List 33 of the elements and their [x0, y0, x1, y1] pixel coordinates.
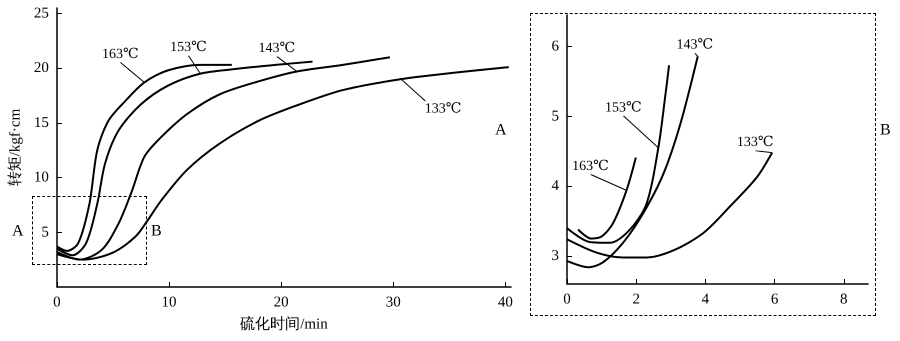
x-tick-label: 10 — [162, 294, 177, 310]
series-label: 153℃ — [605, 100, 642, 116]
y-tick-label: 20 — [34, 60, 49, 76]
series-label: 133℃ — [736, 135, 774, 150]
y-tick-label: 15 — [34, 114, 49, 131]
x-tick-label: 0 — [53, 294, 61, 310]
annotation: A — [495, 122, 507, 138]
y-tick-label: 10 — [34, 170, 49, 186]
text: A — [12, 222, 24, 240]
y-tick-label: 6 — [552, 38, 560, 54]
annotation: B — [151, 222, 162, 240]
x-tick-label: 20 — [274, 294, 289, 310]
x-axis-title: 硫化时间/min — [240, 316, 328, 332]
series-label: 143℃ — [258, 40, 296, 56]
y-tick-label: 5 — [41, 224, 49, 240]
y-tick-label: 4 — [552, 178, 560, 194]
y-tick-label: 25 — [34, 5, 49, 22]
x-tick-label: 4 — [702, 292, 710, 308]
series-label: 163℃ — [572, 158, 609, 174]
x-tick-label: 2 — [632, 292, 640, 308]
x-tick-label: 8 — [840, 292, 848, 308]
x-tick-label: 30 — [386, 294, 401, 310]
y-axis-title: 转矩/kgf·cm — [6, 108, 24, 186]
x-tick-label: 6 — [770, 292, 779, 308]
series-label: 163℃ — [102, 46, 139, 62]
series-label: 133℃ — [424, 102, 462, 117]
series-label: 153℃ — [170, 40, 207, 56]
y-tick-label: 5 — [552, 108, 559, 124]
x-tick-label: 40 — [498, 294, 513, 310]
x-tick-label: 0 — [563, 292, 571, 308]
text: B — [880, 122, 891, 138]
series-label: 143℃ — [676, 38, 714, 53]
y-tick-label: 3 — [552, 248, 559, 264]
